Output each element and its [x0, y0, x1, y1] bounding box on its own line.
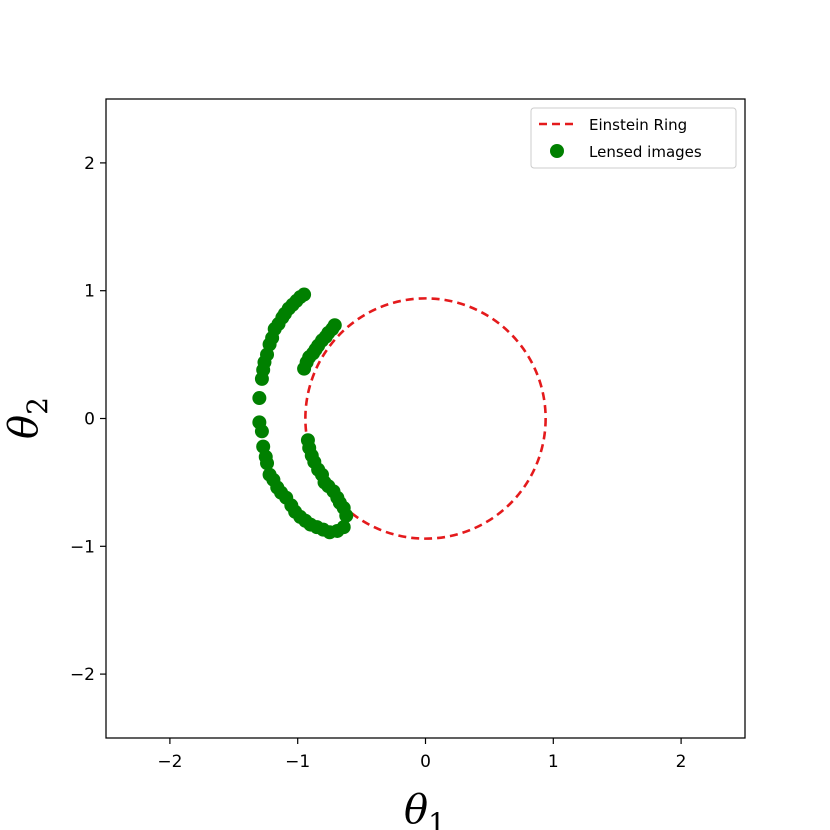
lensed-image-point	[252, 391, 267, 406]
x-axis-label: θ1	[404, 787, 446, 830]
x-tick-label: −2	[157, 752, 182, 772]
lensed-image-point	[300, 433, 315, 448]
y-tick-label: 1	[84, 282, 95, 302]
legend: Einstein Ring Lensed images	[530, 107, 737, 169]
x-tick-label: 1	[548, 752, 559, 772]
y-tick-label: −2	[70, 665, 95, 685]
einstein-ring-layer	[304, 297, 547, 540]
x-tick-label: 2	[676, 752, 687, 772]
legend-label-einstein-ring: Einstein Ring	[589, 116, 687, 134]
lensed-image-point	[254, 371, 269, 386]
y-tick-label: −1	[70, 537, 95, 557]
legend-label-lensed-images: Lensed images	[589, 143, 702, 161]
lensed-image-point	[327, 318, 342, 333]
legend-marker-lensed-images	[550, 144, 564, 158]
y-axis: −2 −1 0 1 2	[70, 154, 106, 685]
lensed-image-point	[336, 520, 351, 535]
y-axis-label: θ2	[1, 397, 54, 439]
einstein-ring-circle	[304, 297, 547, 540]
legend-box	[530, 107, 737, 169]
x-tick-label: −1	[285, 752, 310, 772]
lensed-image-point	[260, 456, 275, 471]
lensed-images-layer	[252, 287, 354, 540]
lensed-image-point	[254, 424, 269, 439]
x-axis: −2 −1 0 1 2	[157, 738, 687, 772]
x-tick-label: 0	[420, 752, 431, 772]
y-tick-label: 2	[84, 154, 95, 174]
y-tick-label: 0	[84, 410, 95, 430]
